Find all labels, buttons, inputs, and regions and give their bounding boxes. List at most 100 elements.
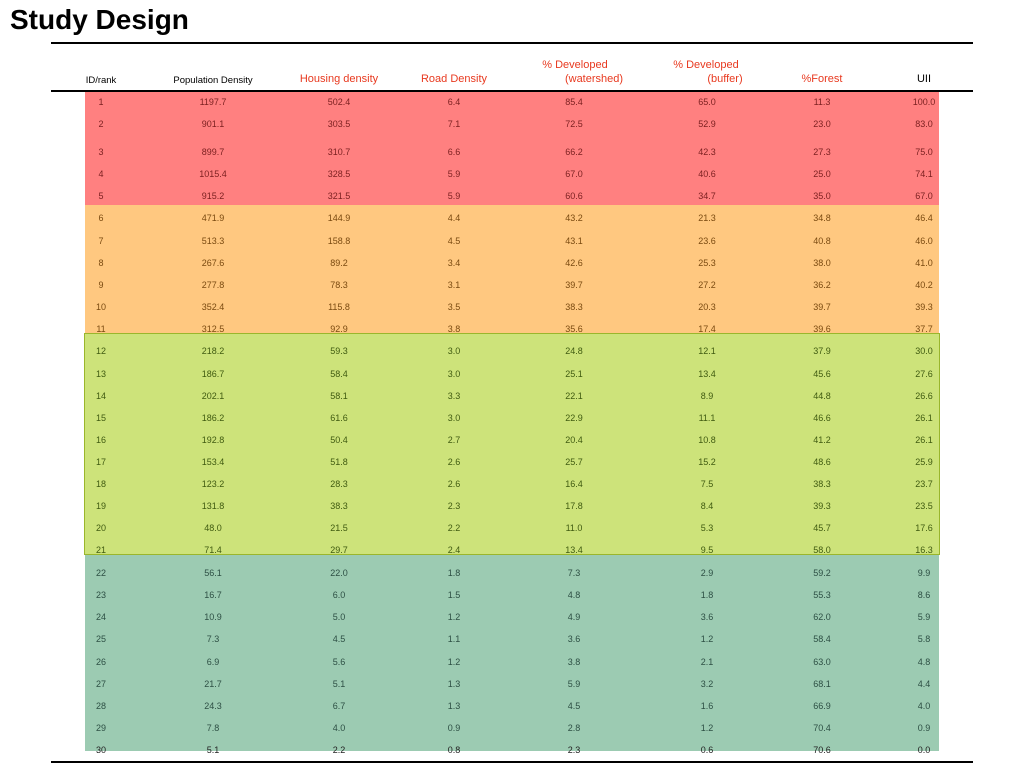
cell-uii: 83.0 — [915, 119, 933, 129]
cell-id: 27 — [95, 679, 107, 689]
cell-road-density: 3.0 — [447, 346, 461, 356]
cell-developed-watershed: 24.8 — [565, 346, 583, 356]
header-uii: UII — [916, 73, 932, 85]
table-row: 17 153.4 51.8 2.6 25.7 15.2 48.6 25.9 — [0, 456, 1024, 470]
cell-road-density: 3.4 — [447, 258, 461, 268]
cell-developed-buffer: 10.8 — [698, 435, 716, 445]
cell-developed-buffer: 3.6 — [700, 612, 714, 622]
cell-uii: 41.0 — [915, 258, 933, 268]
cell-uii: 0.9 — [917, 723, 931, 733]
cell-forest: 66.9 — [813, 701, 831, 711]
cell-id: 25 — [95, 634, 107, 644]
cell-population-density: 901.1 — [201, 119, 225, 129]
cell-developed-buffer: 20.3 — [698, 302, 716, 312]
cell-population-density: 153.4 — [201, 457, 225, 467]
cell-developed-buffer: 1.8 — [700, 590, 714, 600]
cell-road-density: 5.9 — [447, 191, 461, 201]
band-mid-high-urban — [85, 205, 939, 333]
cell-population-density: 1197.7 — [199, 97, 227, 107]
cell-population-density: 131.8 — [201, 501, 225, 511]
cell-id: 5 — [98, 191, 104, 201]
table-row: 23 16.7 6.0 1.5 4.8 1.8 55.3 8.6 — [0, 589, 1024, 603]
cell-developed-buffer: 1.2 — [700, 634, 714, 644]
cell-road-density: 2.7 — [447, 435, 461, 445]
table-row: 20 48.0 21.5 2.2 11.0 5.3 45.7 17.6 — [0, 522, 1024, 536]
cell-developed-watershed: 25.1 — [565, 369, 583, 379]
table-row: 13 186.7 58.4 3.0 25.1 13.4 45.6 27.6 — [0, 368, 1024, 382]
table-row: 10 352.4 115.8 3.5 38.3 20.3 39.7 39.3 — [0, 301, 1024, 315]
table-row: 12 218.2 59.3 3.0 24.8 12.1 37.9 30.0 — [0, 345, 1024, 359]
cell-forest: 70.4 — [813, 723, 831, 733]
table-row: 29 7.8 4.0 0.9 2.8 1.2 70.4 0.9 — [0, 722, 1024, 736]
table-row: 4 1015.4 328.5 5.9 67.0 40.6 25.0 74.1 — [0, 168, 1024, 182]
cell-forest: 40.8 — [813, 236, 831, 246]
cell-road-density: 3.5 — [447, 302, 461, 312]
cell-developed-watershed: 43.1 — [565, 236, 583, 246]
cell-developed-buffer: 12.1 — [698, 346, 716, 356]
cell-road-density: 2.6 — [447, 457, 461, 467]
cell-developed-watershed: 20.4 — [565, 435, 583, 445]
cell-id: 17 — [95, 457, 107, 467]
cell-population-density: 21.7 — [204, 679, 222, 689]
bottom-rule — [51, 761, 973, 763]
cell-forest: 46.6 — [813, 413, 831, 423]
cell-developed-watershed: 16.4 — [565, 479, 583, 489]
table-row: 7 513.3 158.8 4.5 43.1 23.6 40.8 46.0 — [0, 235, 1024, 249]
cell-housing-density: 21.5 — [330, 523, 348, 533]
cell-road-density: 3.1 — [447, 280, 461, 290]
cell-housing-density: 89.2 — [330, 258, 348, 268]
band-mid-low-urban — [84, 333, 940, 555]
cell-developed-buffer: 42.3 — [698, 147, 716, 157]
cell-housing-density: 92.9 — [330, 324, 348, 334]
cell-developed-buffer: 34.7 — [698, 191, 716, 201]
cell-road-density: 1.2 — [447, 612, 461, 622]
cell-road-density: 0.8 — [447, 745, 461, 755]
cell-id: 13 — [95, 369, 107, 379]
cell-id: 15 — [95, 413, 107, 423]
cell-forest: 45.6 — [813, 369, 831, 379]
cell-population-density: 186.7 — [201, 369, 225, 379]
cell-population-density: 6.9 — [206, 657, 220, 667]
cell-id: 14 — [95, 391, 107, 401]
cell-developed-watershed: 5.9 — [567, 679, 581, 689]
cell-population-density: 1015.4 — [199, 169, 227, 179]
cell-developed-buffer: 5.3 — [700, 523, 714, 533]
cell-population-density: 915.2 — [201, 191, 225, 201]
cell-population-density: 56.1 — [204, 568, 222, 578]
cell-population-density: 16.7 — [204, 590, 222, 600]
cell-housing-density: 5.6 — [332, 657, 346, 667]
table-row: 5 915.2 321.5 5.9 60.6 34.7 35.0 67.0 — [0, 190, 1024, 204]
page-title: Study Design — [10, 4, 189, 35]
cell-uii: 9.9 — [917, 568, 931, 578]
cell-road-density: 2.3 — [447, 501, 461, 511]
cell-id: 22 — [95, 568, 107, 578]
table-row: 15 186.2 61.6 3.0 22.9 11.1 46.6 26.1 — [0, 412, 1024, 426]
band-low-urban — [85, 555, 939, 751]
cell-developed-buffer: 25.3 — [698, 258, 716, 268]
cell-uii: 8.6 — [917, 590, 931, 600]
cell-developed-watershed: 11.0 — [565, 523, 583, 533]
table-row: 27 21.7 5.1 1.3 5.9 3.2 68.1 4.4 — [0, 678, 1024, 692]
cell-housing-density: 115.8 — [328, 302, 350, 312]
cell-uii: 30.0 — [915, 346, 933, 356]
cell-uii: 100.0 — [912, 97, 936, 107]
cell-forest: 39.7 — [813, 302, 831, 312]
cell-forest: 38.0 — [813, 258, 831, 268]
cell-developed-buffer: 27.2 — [698, 280, 716, 290]
cell-developed-watershed: 67.0 — [565, 169, 583, 179]
cell-uii: 23.7 — [915, 479, 933, 489]
cell-uii: 37.7 — [915, 324, 933, 334]
cell-id: 6 — [98, 213, 104, 223]
cell-developed-buffer: 52.9 — [698, 119, 716, 129]
cell-id: 28 — [95, 701, 107, 711]
cell-housing-density: 158.8 — [327, 236, 351, 246]
cell-developed-buffer: 9.5 — [700, 545, 714, 555]
cell-forest: 25.0 — [813, 169, 831, 179]
table-row: 28 24.3 6.7 1.3 4.5 1.6 66.9 4.0 — [0, 700, 1024, 714]
cell-developed-watershed: 22.1 — [565, 391, 583, 401]
cell-uii: 5.9 — [917, 612, 931, 622]
cell-developed-watershed: 4.5 — [567, 701, 581, 711]
cell-id: 20 — [95, 523, 107, 533]
cell-id: 12 — [95, 346, 107, 356]
top-rule — [51, 42, 973, 44]
